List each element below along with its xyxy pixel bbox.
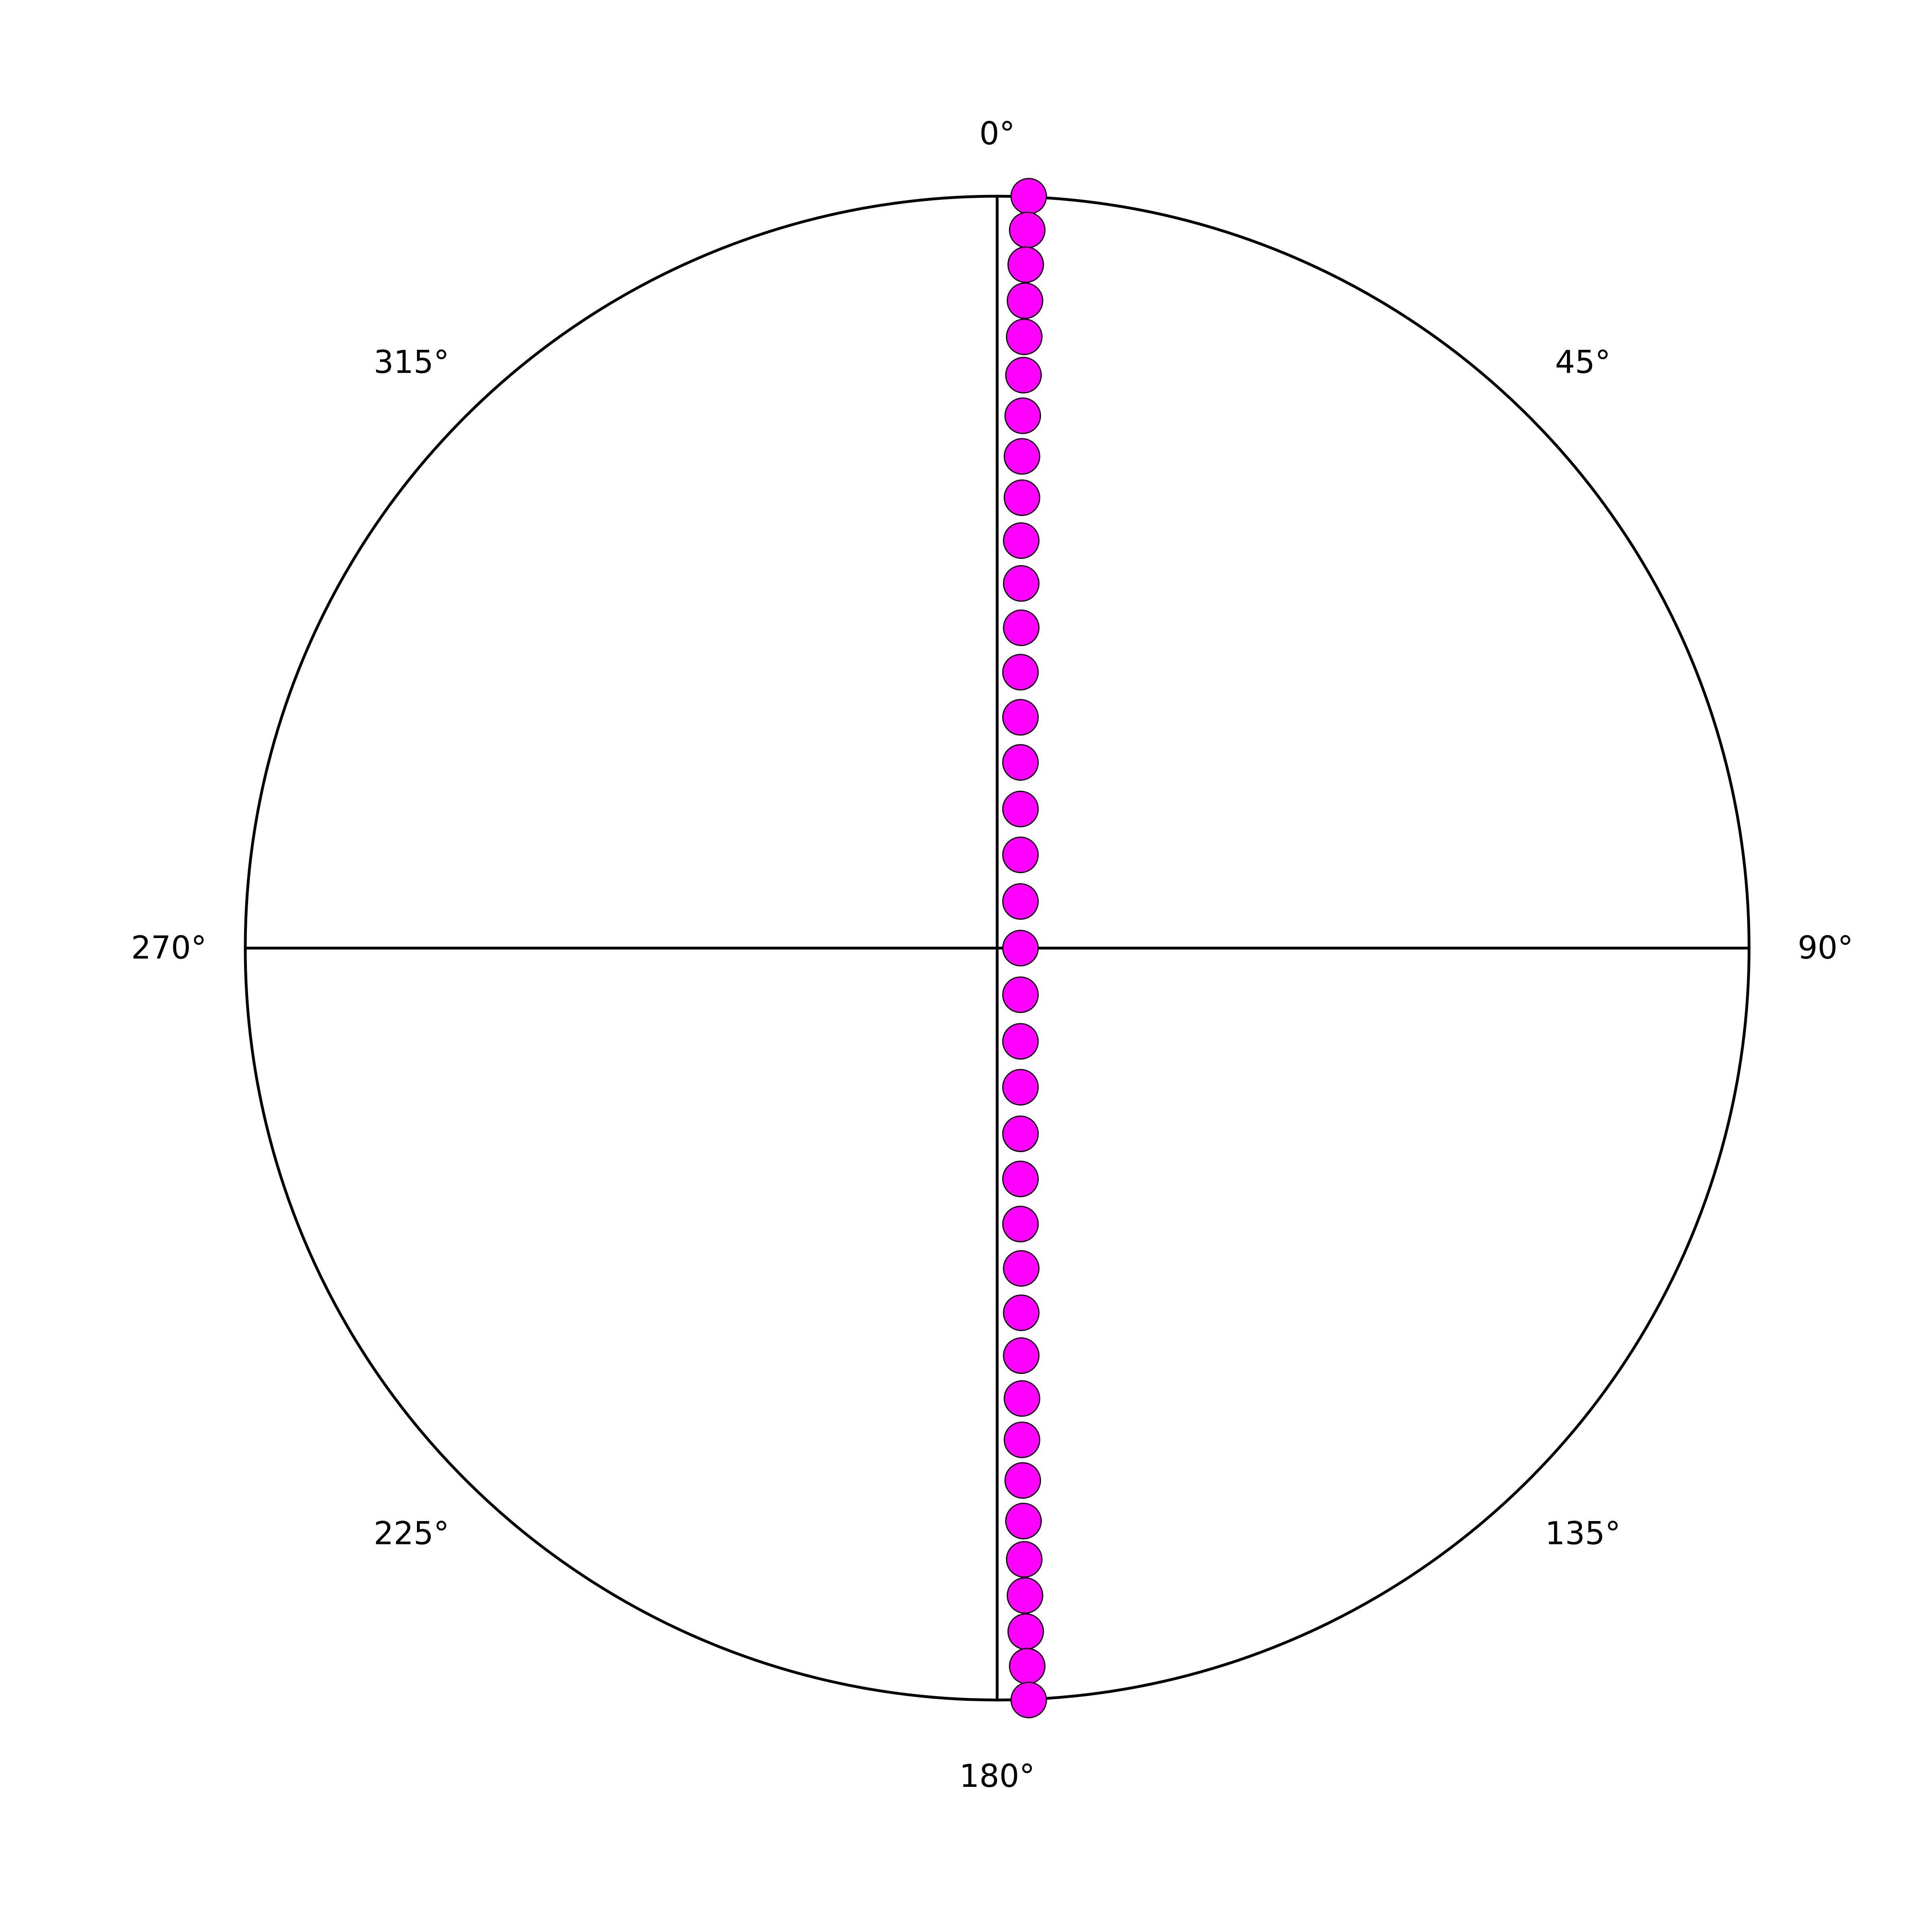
data-point-18 [1003, 930, 1038, 966]
data-point-6 [1005, 398, 1041, 433]
data-point-0 [1011, 179, 1047, 214]
data-point-17 [1003, 884, 1038, 919]
angle-label-45: 45° [1555, 344, 1611, 380]
data-point-16 [1003, 837, 1038, 873]
data-point-12 [1003, 655, 1038, 690]
data-point-7 [1004, 439, 1040, 474]
data-point-19 [1003, 977, 1038, 1012]
angle-label-225: 225° [374, 1516, 449, 1552]
angle-label-315: 315° [374, 344, 449, 380]
data-point-2 [1008, 247, 1043, 282]
angle-labels-layer: 0° 45° 90° 135° 180° 225° 270° 315° [131, 116, 1853, 1794]
data-point-32 [1006, 1542, 1042, 1577]
data-point-20 [1003, 1024, 1038, 1059]
data-point-35 [1010, 1649, 1045, 1684]
data-point-30 [1005, 1463, 1041, 1498]
data-point-4 [1006, 319, 1042, 355]
data-point-1 [1010, 212, 1045, 248]
data-point-8 [1004, 480, 1040, 515]
data-point-25 [1004, 1251, 1039, 1286]
data-point-26 [1004, 1295, 1039, 1330]
data-point-27 [1004, 1338, 1039, 1374]
data-point-11 [1004, 610, 1039, 645]
data-point-24 [1003, 1206, 1038, 1242]
data-point-31 [1006, 1503, 1041, 1539]
data-point-3 [1007, 283, 1043, 318]
data-point-9 [1004, 523, 1039, 558]
data-point-15 [1003, 791, 1038, 827]
data-point-10 [1004, 566, 1039, 601]
angle-label-0: 0° [979, 116, 1015, 152]
data-point-14 [1003, 745, 1038, 780]
data-point-21 [1003, 1070, 1038, 1105]
data-point-28 [1004, 1381, 1040, 1416]
angle-label-90: 90° [1798, 930, 1853, 966]
angle-label-135: 135° [1545, 1516, 1621, 1552]
data-point-5 [1006, 357, 1041, 393]
data-point-22 [1003, 1116, 1038, 1152]
angle-label-270: 270° [131, 930, 207, 966]
data-point-29 [1004, 1422, 1040, 1458]
data-point-23 [1003, 1161, 1038, 1197]
data-point-36 [1011, 1682, 1047, 1718]
angle-label-180: 180° [959, 1758, 1035, 1794]
data-point-13 [1003, 700, 1038, 735]
data-point-33 [1007, 1578, 1043, 1613]
data-point-34 [1008, 1614, 1043, 1649]
